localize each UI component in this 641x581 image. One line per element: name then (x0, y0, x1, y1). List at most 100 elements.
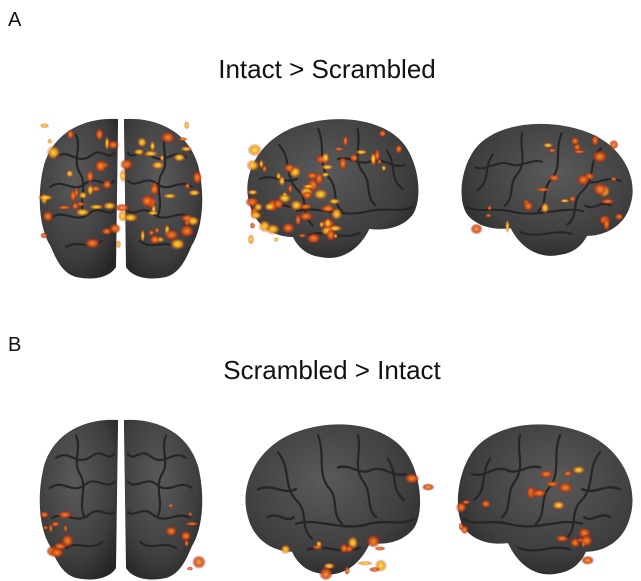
activation-blob (180, 225, 195, 238)
activation-blob (350, 154, 359, 163)
activation-blob (72, 202, 79, 211)
activation-blob (66, 170, 73, 178)
activation-blob (47, 146, 61, 160)
activation-blob (248, 234, 254, 244)
activation-blob (180, 146, 192, 151)
activation-blob (147, 211, 158, 216)
activation-blob (95, 160, 107, 173)
activation-blob (152, 161, 165, 169)
activation-blob (357, 561, 372, 565)
activation-blob (187, 216, 199, 226)
activation-blob (487, 205, 491, 211)
activation-blob (322, 172, 330, 177)
activation-blob (321, 164, 334, 170)
activation-blob (150, 141, 155, 151)
activation-blob (47, 139, 52, 144)
activation-blob (101, 228, 112, 236)
activation-blob (276, 172, 281, 180)
activation-blob (374, 546, 385, 550)
activation-blob (600, 198, 614, 204)
activation-blob (481, 500, 491, 508)
activation-blob (43, 526, 48, 530)
brain-left-view (245, 424, 420, 574)
activation-blob (569, 196, 576, 202)
activation-blob (370, 153, 376, 166)
activation-blob (173, 153, 185, 161)
activation-blob (339, 157, 347, 171)
brain-front-view (40, 420, 203, 580)
activation-blob (120, 169, 126, 182)
activation-blob (334, 147, 344, 151)
activation-blob (187, 567, 193, 571)
activation-blob (150, 183, 159, 196)
activation-blob (163, 193, 176, 198)
activation-blob (366, 535, 380, 548)
activation-blob (168, 504, 173, 508)
activation-blob (470, 224, 482, 235)
brain-front-view (40, 119, 203, 279)
activation-blob (185, 522, 199, 526)
activation-blob (533, 489, 547, 497)
activation-blob (118, 210, 126, 222)
activation-blob (86, 170, 94, 183)
activation-blob (250, 223, 255, 229)
activation-blob (150, 235, 161, 245)
activation-blob (558, 482, 573, 493)
activation-blob (42, 211, 53, 222)
activation-blob (320, 205, 336, 212)
activation-blob (290, 200, 302, 211)
activation-blob (539, 470, 553, 478)
activation-blob (316, 541, 322, 547)
activation-blob (355, 150, 367, 155)
activation-blob (79, 192, 87, 199)
activation-blob (155, 227, 160, 234)
activation-blob (563, 470, 572, 476)
activation-blob (593, 183, 607, 196)
activation-blob (422, 483, 435, 490)
activation-blob (609, 140, 618, 150)
activation-blob (306, 172, 319, 179)
activation-blob (603, 218, 610, 232)
activation-blob (344, 566, 350, 575)
activation-blob (395, 145, 402, 154)
activation-blob (369, 567, 380, 572)
activation-blob (299, 234, 307, 238)
activation-blob (259, 220, 271, 232)
brain-right-view (458, 424, 633, 574)
activation-blob (323, 563, 335, 570)
activation-blob (523, 201, 533, 211)
activation-blob (560, 199, 570, 203)
activation-blob (552, 501, 565, 510)
activation-blob (141, 229, 145, 242)
activation-blob (404, 473, 419, 484)
activation-blob (70, 189, 77, 202)
activation-blob (307, 233, 321, 244)
activation-blob (322, 153, 330, 163)
activation-blob (459, 522, 464, 531)
activation-blob (116, 240, 121, 248)
activation-blob (51, 521, 60, 527)
activation-blob (329, 198, 340, 204)
activation-blob (340, 543, 349, 553)
activation-blob (84, 238, 100, 248)
activation-blob (281, 545, 291, 554)
activation-blob (571, 137, 580, 145)
activation-blob (160, 132, 175, 144)
activation-blob (247, 190, 258, 195)
activation-blob (313, 189, 327, 200)
activation-blob (75, 208, 90, 216)
activation-blob (67, 129, 74, 139)
activation-blob (381, 165, 386, 171)
activation-blob (38, 195, 53, 201)
activation-blob (326, 229, 336, 241)
activation-blob (160, 155, 164, 161)
activation-blob (581, 556, 594, 565)
activation-blob (137, 137, 146, 147)
activation-blob (192, 555, 206, 568)
activation-blob (548, 175, 560, 182)
activation-blob (541, 202, 549, 213)
activation-blob (64, 525, 68, 532)
activation-blob (259, 160, 264, 169)
activation-blob (247, 160, 260, 172)
activation-blob (250, 211, 262, 219)
